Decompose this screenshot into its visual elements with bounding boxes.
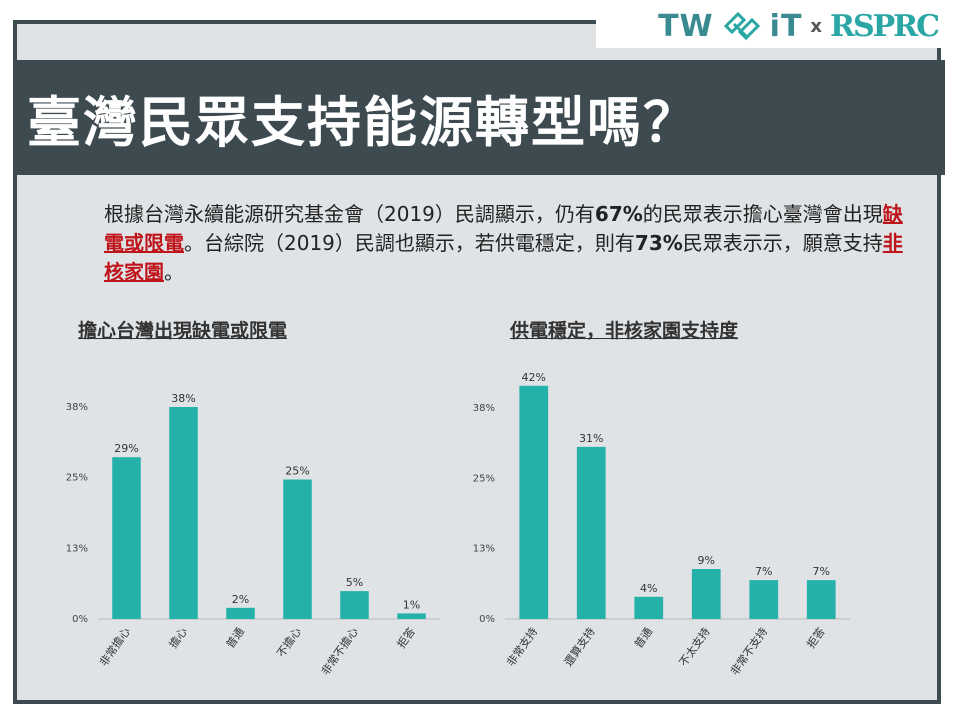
y-tick-label: 13%	[66, 543, 88, 554]
x-tick-label: 擔心	[166, 625, 190, 651]
bar	[226, 607, 255, 619]
bar	[169, 407, 198, 619]
para-text-2: 的民眾表示擔心臺灣會出現	[642, 202, 883, 226]
data-label: 42%	[522, 371, 546, 384]
data-label: 7%	[813, 565, 830, 578]
y-tick-label: 25%	[66, 473, 88, 484]
x-tick-label: 非常擔心	[96, 625, 133, 669]
data-label: 1%	[403, 598, 420, 611]
bar	[806, 580, 836, 619]
x-tick-label: 拒答	[804, 625, 828, 651]
para-highlight-2: 非核家園	[104, 231, 903, 284]
slide-title: 臺灣民眾支持能源轉型嗎？	[27, 91, 699, 154]
bar	[340, 591, 369, 619]
bar	[397, 613, 426, 619]
title-bar: 臺灣民眾支持能源轉型嗎？	[13, 60, 945, 175]
y-tick-label: 13%	[473, 544, 495, 555]
x-tick-label: 非常不支持	[727, 625, 770, 678]
x-tick-label: 拒答	[394, 625, 418, 651]
data-label: 2%	[232, 593, 249, 606]
data-label: 4%	[640, 582, 657, 595]
summary-paragraph: 根據台灣永續能源研究基金會（2019）民調顯示，仍有67%的民眾表示擔心臺灣會出…	[104, 200, 904, 287]
y-tick-label: 0%	[72, 614, 88, 625]
para-pct-1: 67%	[594, 202, 643, 226]
y-tick-label: 38%	[66, 402, 88, 413]
para-highlight-1: 缺電或限電	[104, 202, 903, 255]
data-label: 5%	[346, 576, 363, 589]
twit-logo-icon	[723, 11, 760, 41]
chart-2-title: 供電穩定，非核家園支持度	[510, 320, 739, 342]
para-pct-2: 73%	[634, 231, 683, 255]
data-label: 7%	[755, 565, 772, 578]
para-text-1: 根據台灣永續能源研究基金會（2019）民調顯示，仍有	[104, 202, 595, 226]
x-tick-label: 普通	[631, 625, 655, 651]
chart-1-title: 擔心台灣出現缺電或限電	[78, 320, 288, 342]
x-tick-label: 不擔心	[274, 625, 304, 660]
bar	[634, 596, 664, 619]
logo-banner: TW iT x RSPRC	[596, 4, 946, 48]
twit-logo-text-right: iT	[769, 8, 803, 44]
y-tick-label: 25%	[473, 473, 495, 484]
x-tick-label: 不太支持	[676, 625, 713, 669]
x-tick-label: 還算支持	[561, 625, 598, 669]
bar	[749, 580, 779, 619]
para-text-3: 。台綜院（2019）民調也顯示，若供電穩定，則有	[184, 231, 635, 255]
data-label: 25%	[285, 465, 309, 478]
data-label: 9%	[698, 554, 715, 567]
chart-1: 0% 13% 25% 38% 29% 非常擔心 38% 擔心 2% 普通 25% 不擔心 5% 非常不擔心…	[66, 392, 440, 678]
bar	[283, 479, 312, 619]
para-text-5: 。	[164, 260, 184, 284]
data-label: 29%	[114, 442, 138, 455]
bar	[112, 457, 141, 619]
y-tick-label: 0%	[479, 614, 495, 625]
y-tick-label: 38%	[473, 403, 495, 414]
x-tick-label: 非常支持	[504, 625, 541, 669]
rsprc-logo: RSPRC	[830, 8, 940, 44]
x-tick-label: 非常不擔心	[318, 625, 361, 678]
bar	[691, 569, 721, 619]
x-tick-label: 普通	[223, 625, 247, 651]
bar	[576, 446, 606, 619]
logo-separator-x: x	[810, 15, 823, 37]
para-text-4: 民眾表示示，願意支持	[682, 231, 883, 255]
twit-logo-text-left: TW	[658, 8, 714, 44]
data-label: 38%	[171, 392, 195, 405]
data-label: 31%	[579, 432, 603, 445]
bar	[519, 385, 549, 619]
chart-2: 0% 13% 25% 38% 42% 非常支持 31% 還算支持 4% 普通 9% 不太支持 7% 非常不…	[473, 371, 850, 678]
